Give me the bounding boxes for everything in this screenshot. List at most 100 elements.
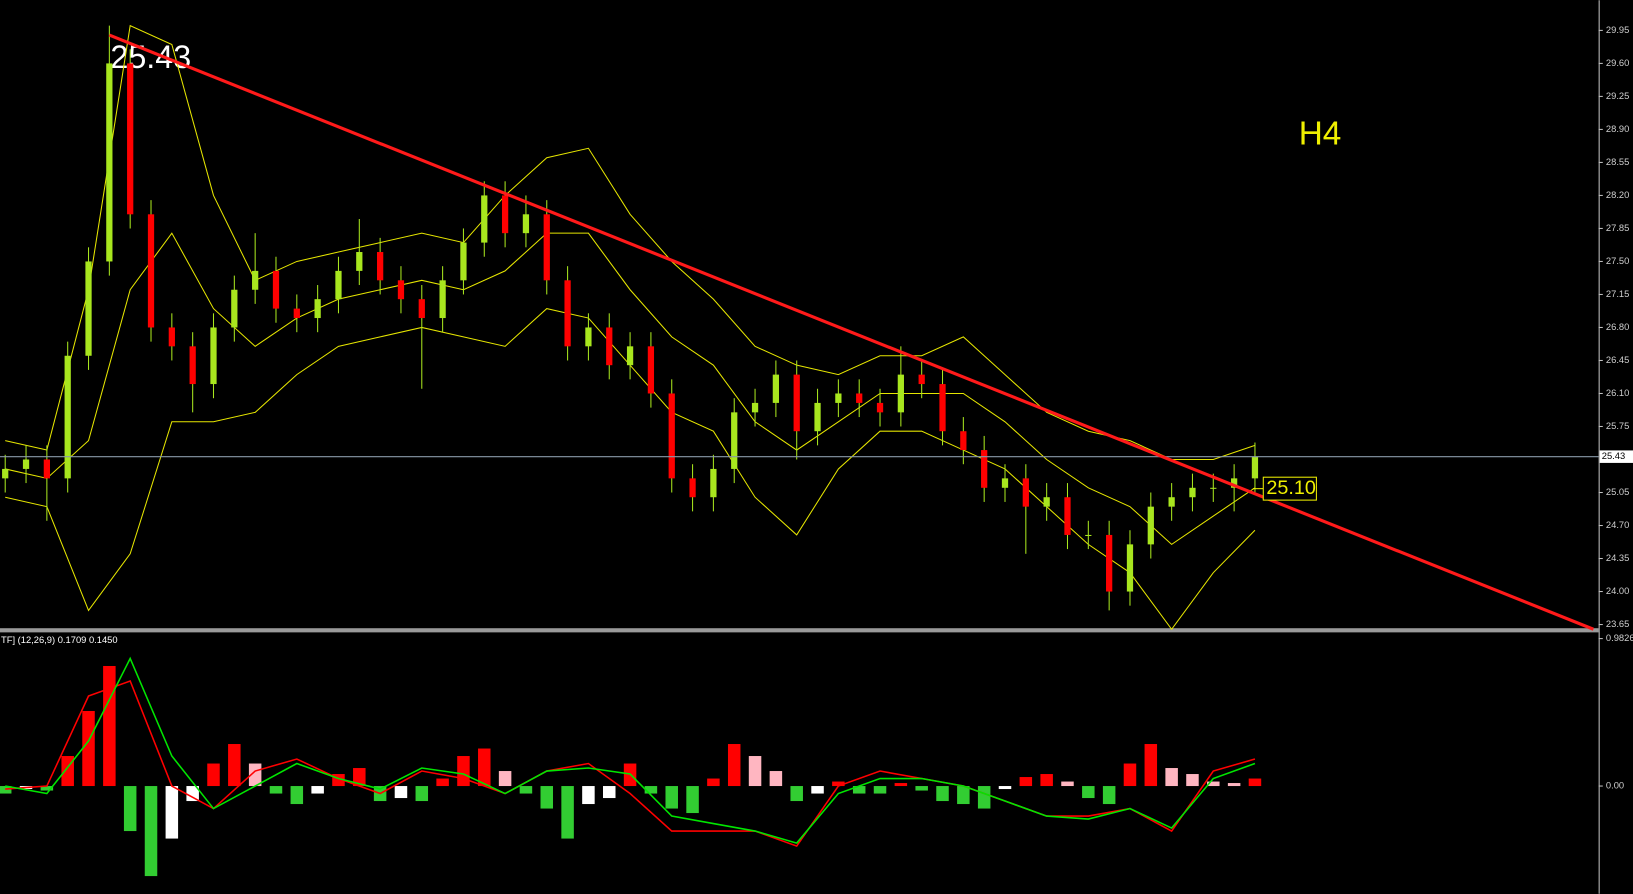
y-tick-label: 27.15 — [1606, 289, 1629, 299]
histogram-bar — [665, 786, 678, 809]
candle-body — [1064, 497, 1071, 535]
histogram-bar — [1144, 744, 1158, 787]
candle-body — [814, 402, 821, 432]
candle-body — [751, 402, 759, 413]
histogram-bar — [790, 786, 803, 802]
candle-body — [835, 393, 842, 403]
histogram-bar — [186, 786, 199, 802]
histogram-bar — [353, 768, 366, 787]
candle-body — [710, 468, 717, 498]
candle-body — [397, 280, 405, 300]
candle-body — [1106, 534, 1113, 592]
histogram-bar — [1207, 781, 1220, 787]
histogram-bar — [82, 711, 95, 787]
candle-body — [314, 299, 321, 319]
histogram-bar — [498, 771, 512, 787]
y-tick-label: 27.50 — [1606, 256, 1629, 266]
histogram-bar — [478, 748, 491, 787]
candle-body — [22, 459, 30, 469]
histogram-bar — [977, 786, 991, 809]
histogram-bar — [165, 786, 179, 839]
histogram-bar — [290, 786, 304, 805]
histogram-bar — [540, 786, 554, 809]
candle-body — [772, 374, 780, 403]
histogram-bar — [144, 786, 158, 877]
histogram-bar — [269, 786, 283, 794]
y-tick-label: 26.80 — [1606, 322, 1629, 332]
histogram-bar — [957, 786, 970, 805]
histogram-bar — [1019, 777, 1033, 787]
level-label: 25.10 — [1266, 477, 1315, 499]
candle-body — [918, 374, 925, 385]
last-price-box — [1599, 450, 1633, 463]
histogram-bar — [394, 786, 408, 799]
candle-body — [439, 280, 446, 319]
candle-body — [356, 252, 363, 271]
histogram-bar — [228, 744, 241, 787]
candle-body — [1168, 497, 1175, 507]
candle-body — [1043, 497, 1050, 507]
candle-body — [585, 327, 592, 347]
histogram-bar — [1186, 774, 1199, 787]
y-tick-label: 24.70 — [1606, 520, 1629, 530]
y-tick-label: 29.25 — [1606, 91, 1629, 101]
histogram-bar — [811, 786, 824, 794]
timeframe-label: H4 — [1299, 115, 1342, 152]
histogram-bar — [1102, 786, 1116, 805]
candle-body — [606, 327, 613, 366]
candle-body — [377, 252, 384, 281]
histogram-bar — [415, 786, 429, 802]
candle-body — [460, 242, 467, 281]
candle-body — [981, 450, 988, 488]
candle-body — [731, 412, 738, 469]
histogram-bar — [832, 781, 845, 787]
candle-body — [335, 270, 342, 300]
candle-body — [127, 63, 134, 215]
histogram-bar — [769, 771, 783, 787]
y-tick-label: 29.95 — [1606, 25, 1629, 35]
y-tick-label: 27.85 — [1606, 223, 1629, 233]
panel-separator — [0, 628, 1599, 633]
histogram-bar — [686, 786, 699, 814]
candle-body — [876, 402, 884, 413]
candle-body — [210, 327, 217, 385]
histogram-bar — [1061, 781, 1074, 787]
histogram-bar — [1082, 786, 1095, 799]
candle-body — [897, 374, 904, 413]
candle-body — [1230, 478, 1238, 488]
candle-body — [252, 270, 259, 290]
candle-body — [960, 431, 967, 451]
signal-line — [5, 656, 1256, 844]
candle-body — [793, 374, 800, 432]
candle-body — [1126, 544, 1134, 592]
candle-body — [501, 195, 509, 234]
histogram-bar — [436, 778, 449, 787]
histogram-bar — [707, 778, 720, 787]
histogram-bar — [873, 786, 887, 794]
trendline — [108, 33, 1595, 631]
candle-body — [1147, 506, 1154, 545]
y-tick-label: 24.00 — [1606, 586, 1629, 596]
candle-body — [1189, 487, 1196, 498]
y-tick-label: 23.65 — [1606, 619, 1629, 629]
candle-body — [856, 393, 863, 403]
candle-body — [147, 214, 155, 328]
candle-body — [1210, 487, 1217, 489]
histogram-bar — [103, 665, 116, 787]
bollinger-band — [5, 232, 1256, 546]
histogram-bar — [311, 786, 324, 794]
candle-body — [1085, 534, 1092, 536]
histogram-bar — [748, 756, 762, 787]
histogram-bar — [582, 786, 595, 805]
candle-body — [939, 384, 946, 432]
y-tick-label: 28.90 — [1606, 124, 1629, 134]
y-tick-label: 26.45 — [1606, 355, 1629, 365]
histogram-bar — [1248, 778, 1262, 787]
candle-body — [231, 289, 238, 328]
y-tick-label: 26.10 — [1606, 388, 1629, 398]
candle-body — [1022, 478, 1029, 507]
histogram-bar — [644, 786, 658, 794]
candle-body — [2, 468, 9, 479]
candle-body — [64, 355, 71, 479]
